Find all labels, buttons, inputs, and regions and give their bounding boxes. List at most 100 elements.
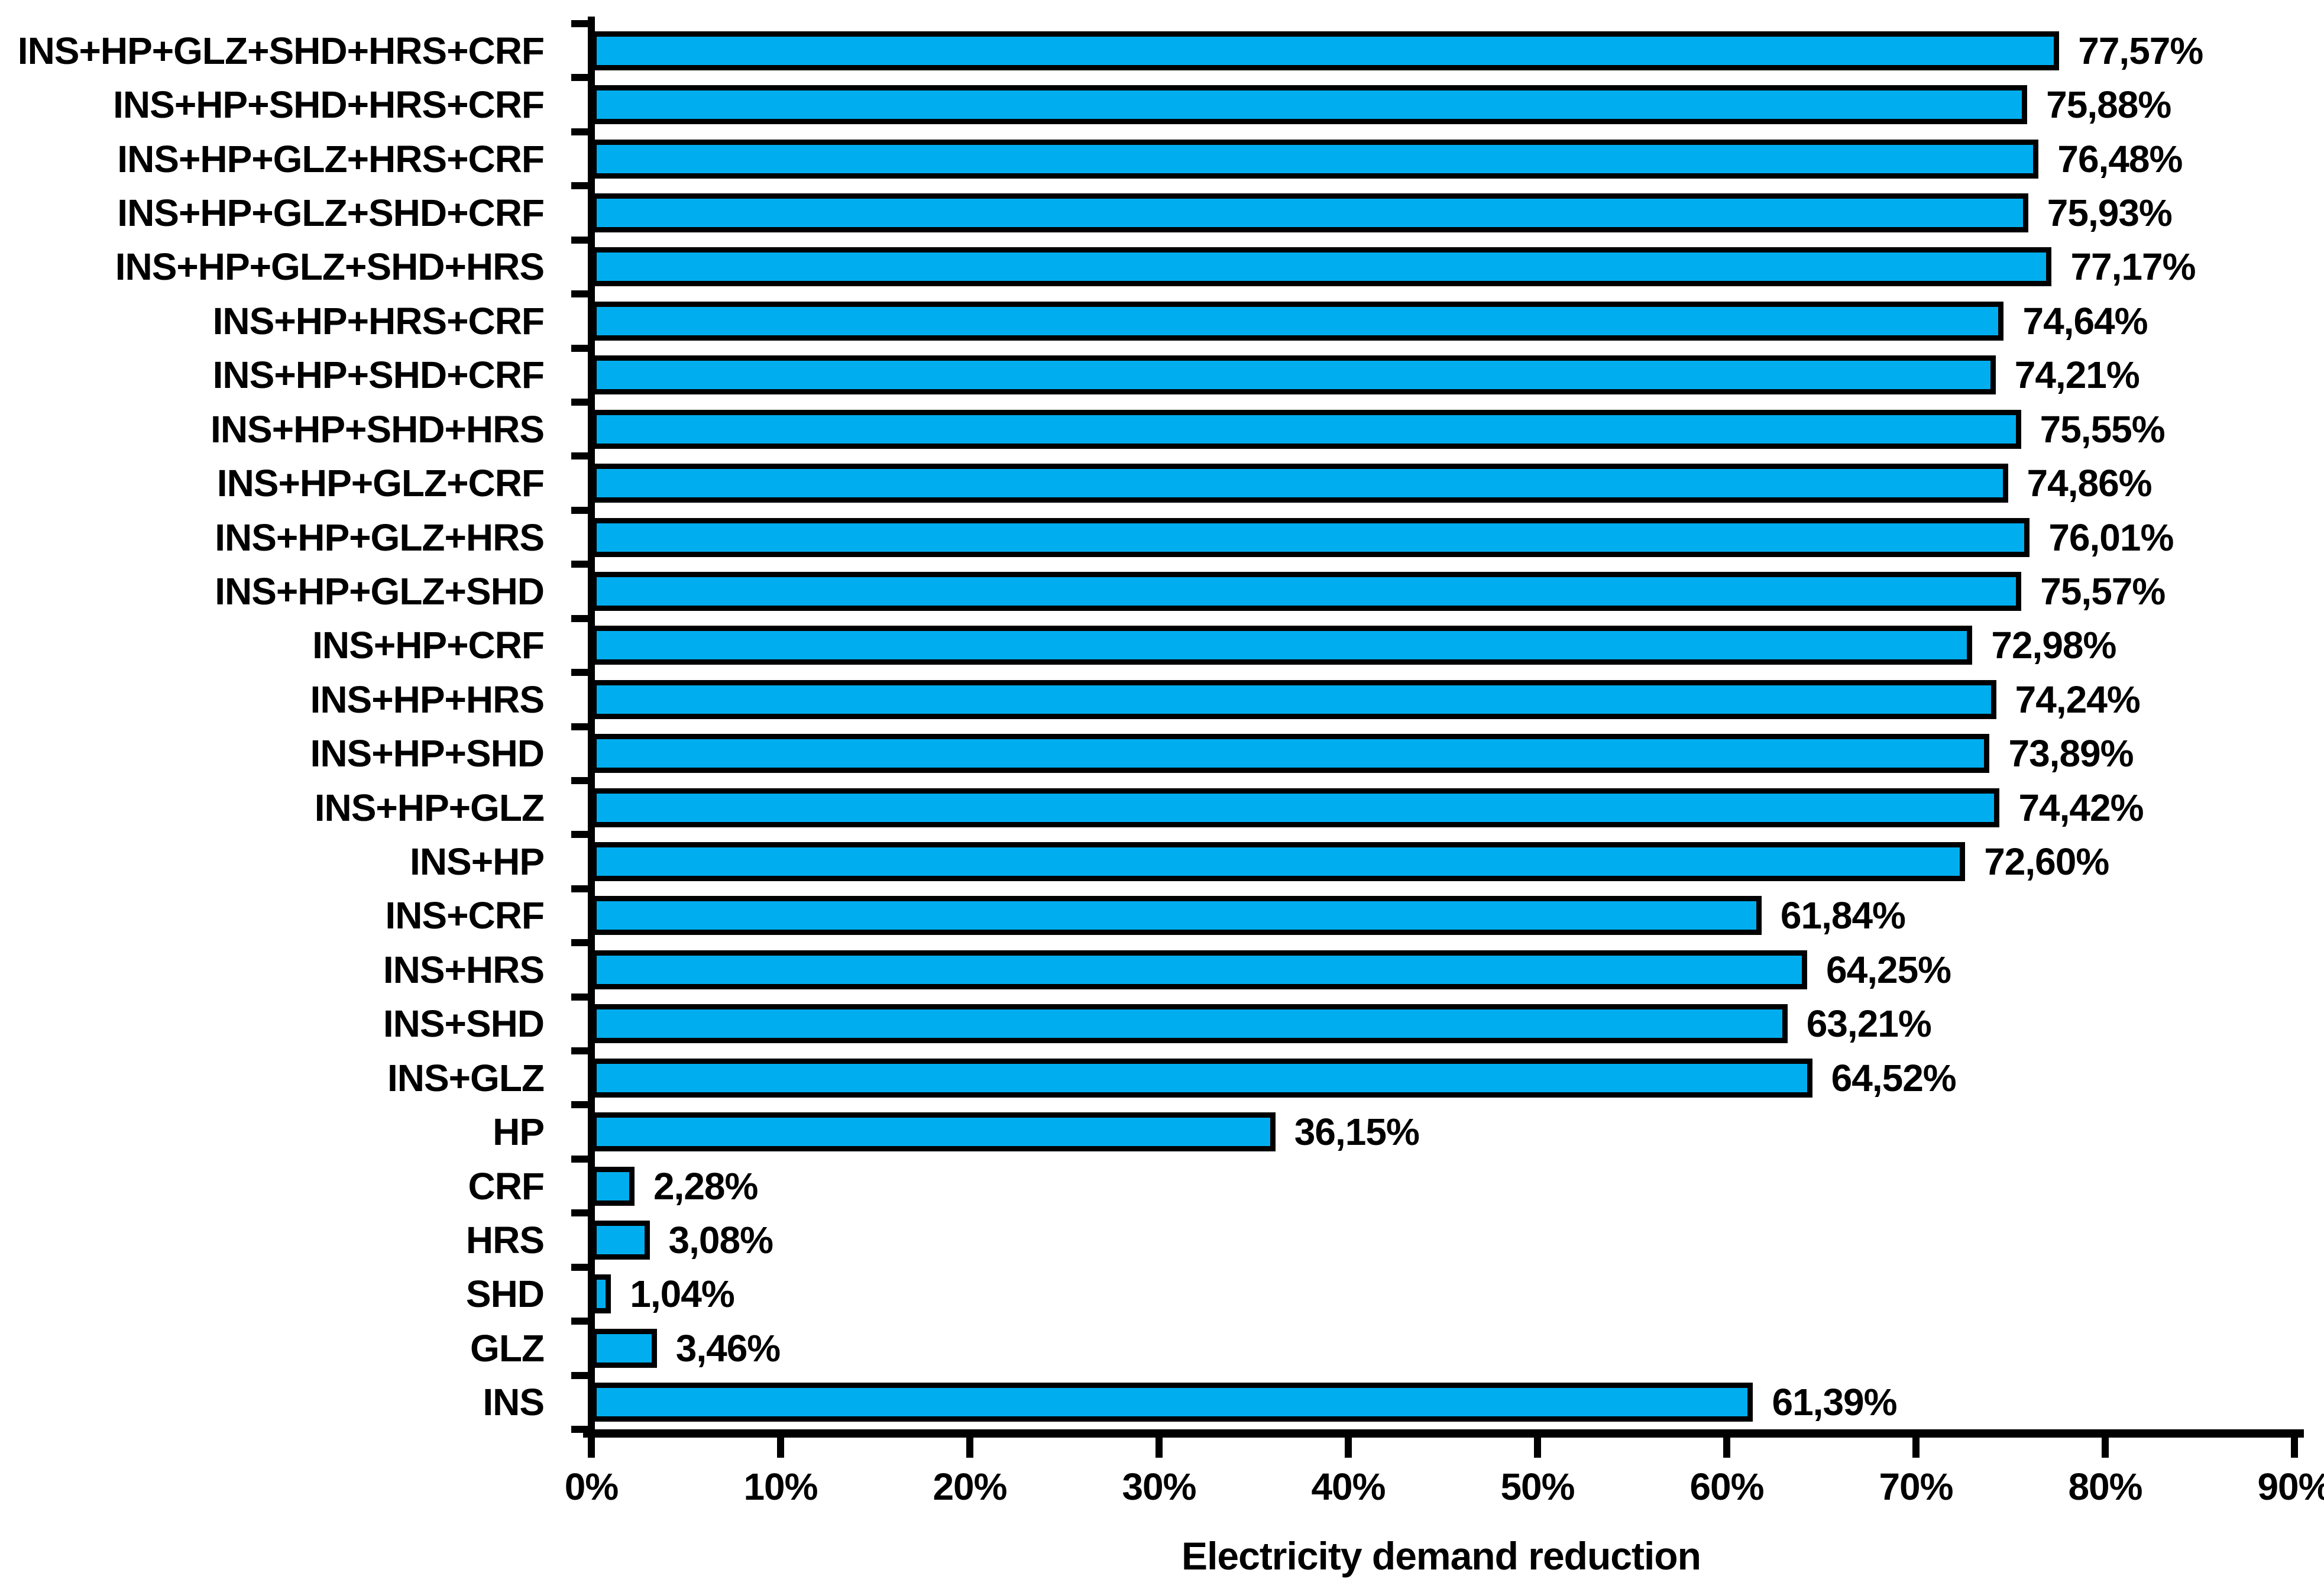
category-label: INS+HP+SHD bbox=[310, 732, 545, 775]
y-axis-line bbox=[588, 17, 595, 1438]
y-axis-tick bbox=[571, 1155, 588, 1163]
category-label: GLZ bbox=[470, 1326, 545, 1370]
value-label: 73,89% bbox=[2008, 732, 2134, 775]
bar bbox=[591, 1004, 1788, 1044]
y-axis-tick bbox=[571, 1047, 588, 1055]
bar bbox=[591, 31, 2060, 70]
x-tick-label: 20% bbox=[933, 1465, 1007, 1508]
x-tick-label: 30% bbox=[1122, 1465, 1196, 1508]
x-axis-tick bbox=[2291, 1438, 2298, 1458]
x-tick-label: 70% bbox=[1879, 1465, 1953, 1508]
bar-track: 75,57% bbox=[591, 564, 2294, 618]
x-tick-label: 60% bbox=[1689, 1465, 1764, 1508]
bar bbox=[591, 1220, 650, 1260]
category-label: INS+HP+GLZ bbox=[314, 786, 545, 829]
y-axis-tick bbox=[571, 614, 588, 622]
value-label: 3,08% bbox=[668, 1218, 773, 1261]
bar bbox=[591, 842, 1966, 882]
x-axis-tick bbox=[777, 1438, 784, 1458]
x-axis-tick bbox=[1534, 1438, 1541, 1458]
x-axis-tick bbox=[2102, 1438, 2109, 1458]
category-label: INS+HP+SHD+CRF bbox=[212, 354, 545, 397]
bar bbox=[591, 788, 2000, 827]
bar-track: 2,28% bbox=[591, 1159, 2294, 1213]
bar bbox=[591, 193, 2028, 232]
bar-row: INS+HP 72,60% bbox=[0, 834, 2294, 888]
category-label: INS+HP+GLZ+CRF bbox=[216, 462, 545, 505]
value-label: 72,60% bbox=[1984, 840, 2109, 884]
bar-track: 74,64% bbox=[591, 294, 2294, 348]
bar-track: 73,89% bbox=[591, 726, 2294, 780]
bar-track: 76,48% bbox=[591, 132, 2294, 186]
y-axis-tick bbox=[571, 506, 588, 514]
value-label: 74,24% bbox=[2015, 678, 2141, 721]
value-label: 1,04% bbox=[630, 1273, 734, 1316]
value-label: 64,25% bbox=[1826, 948, 1951, 991]
bar-track: 1,04% bbox=[591, 1267, 2294, 1321]
y-axis-tick bbox=[571, 1318, 588, 1325]
category-label: INS+SHD bbox=[383, 1002, 545, 1046]
y-axis-tick bbox=[571, 290, 588, 298]
bar-row: INS+HP+CRF 72,98% bbox=[0, 619, 2294, 672]
category-label: HRS bbox=[465, 1218, 545, 1261]
category-label: INS+HP+GLZ+SHD+HRS+CRF bbox=[17, 29, 545, 72]
bar bbox=[591, 950, 1807, 989]
bar-row: INS+SHD 63,21% bbox=[0, 997, 2294, 1051]
bar-row: INS+HP+GLZ+SHD+HRS+CRF 77,57% bbox=[0, 24, 2294, 77]
y-axis-tick bbox=[571, 561, 588, 568]
value-label: 2,28% bbox=[653, 1164, 758, 1208]
bar-track: 74,21% bbox=[591, 348, 2294, 402]
x-tick-label: 50% bbox=[1500, 1465, 1575, 1508]
bar bbox=[591, 1058, 1812, 1098]
bar-row: INS+HP+SHD+HRS 75,55% bbox=[0, 402, 2294, 456]
bar-track: 74,42% bbox=[591, 781, 2294, 834]
x-tick-label: 90% bbox=[2257, 1465, 2324, 1508]
x-axis-tick bbox=[1912, 1438, 1920, 1458]
category-label: INS+GLZ bbox=[387, 1056, 545, 1099]
value-label: 63,21% bbox=[1806, 1002, 1932, 1046]
bar bbox=[591, 626, 1973, 665]
x-tick-label: 0% bbox=[564, 1465, 619, 1508]
bar-row: INS+HP+HRS+CRF 74,64% bbox=[0, 294, 2294, 348]
y-axis-tick bbox=[571, 1209, 588, 1217]
bar-row: INS+GLZ 64,52% bbox=[0, 1051, 2294, 1105]
bar-track: 36,15% bbox=[591, 1105, 2294, 1158]
x-axis-tick bbox=[588, 1438, 595, 1458]
bar-track: 3,46% bbox=[591, 1321, 2294, 1375]
bar bbox=[591, 139, 2039, 179]
bar-track: 61,39% bbox=[591, 1376, 2294, 1429]
bar-row: INS+HP+GLZ+CRF 74,86% bbox=[0, 456, 2294, 510]
y-axis-tick bbox=[571, 182, 588, 190]
y-axis-tick bbox=[571, 723, 588, 730]
bar bbox=[591, 1328, 657, 1368]
category-label: INS+HP+SHD+HRS+CRF bbox=[113, 83, 545, 127]
category-label: INS+HP+GLZ+SHD+HRS bbox=[115, 245, 545, 289]
bar-track: 75,55% bbox=[591, 402, 2294, 456]
y-axis-tick bbox=[571, 939, 588, 947]
bar-row: INS+HP+SHD+CRF 74,21% bbox=[0, 348, 2294, 402]
value-label: 74,64% bbox=[2022, 299, 2148, 342]
y-axis-tick bbox=[571, 831, 588, 839]
value-label: 75,57% bbox=[2040, 569, 2166, 613]
value-label: 75,55% bbox=[2040, 407, 2166, 451]
bar-row: INS+HP+HRS 74,24% bbox=[0, 672, 2294, 726]
bar bbox=[591, 409, 2021, 449]
value-label: 61,84% bbox=[1780, 894, 1906, 937]
bar-track: 77,17% bbox=[591, 240, 2294, 294]
bar-row: INS+HP+SHD 73,89% bbox=[0, 726, 2294, 780]
x-axis-tick bbox=[1723, 1438, 1730, 1458]
category-label: INS+CRF bbox=[385, 894, 545, 937]
bar-row: INS+HP+SHD+HRS+CRF 75,88% bbox=[0, 77, 2294, 131]
value-label: 64,52% bbox=[1831, 1056, 1957, 1099]
bar-row: GLZ 3,46% bbox=[0, 1321, 2294, 1375]
bar-track: 63,21% bbox=[591, 997, 2294, 1051]
category-label: INS+HP+GLZ+HRS+CRF bbox=[117, 137, 545, 180]
bar-track: 64,52% bbox=[591, 1051, 2294, 1105]
bar-track: 61,84% bbox=[591, 889, 2294, 943]
y-axis-tick bbox=[571, 398, 588, 406]
bar bbox=[591, 734, 1990, 774]
y-axis-tick bbox=[571, 1371, 588, 1379]
bar bbox=[591, 517, 2030, 557]
category-label: INS+HP+GLZ+SHD+CRF bbox=[117, 191, 545, 234]
